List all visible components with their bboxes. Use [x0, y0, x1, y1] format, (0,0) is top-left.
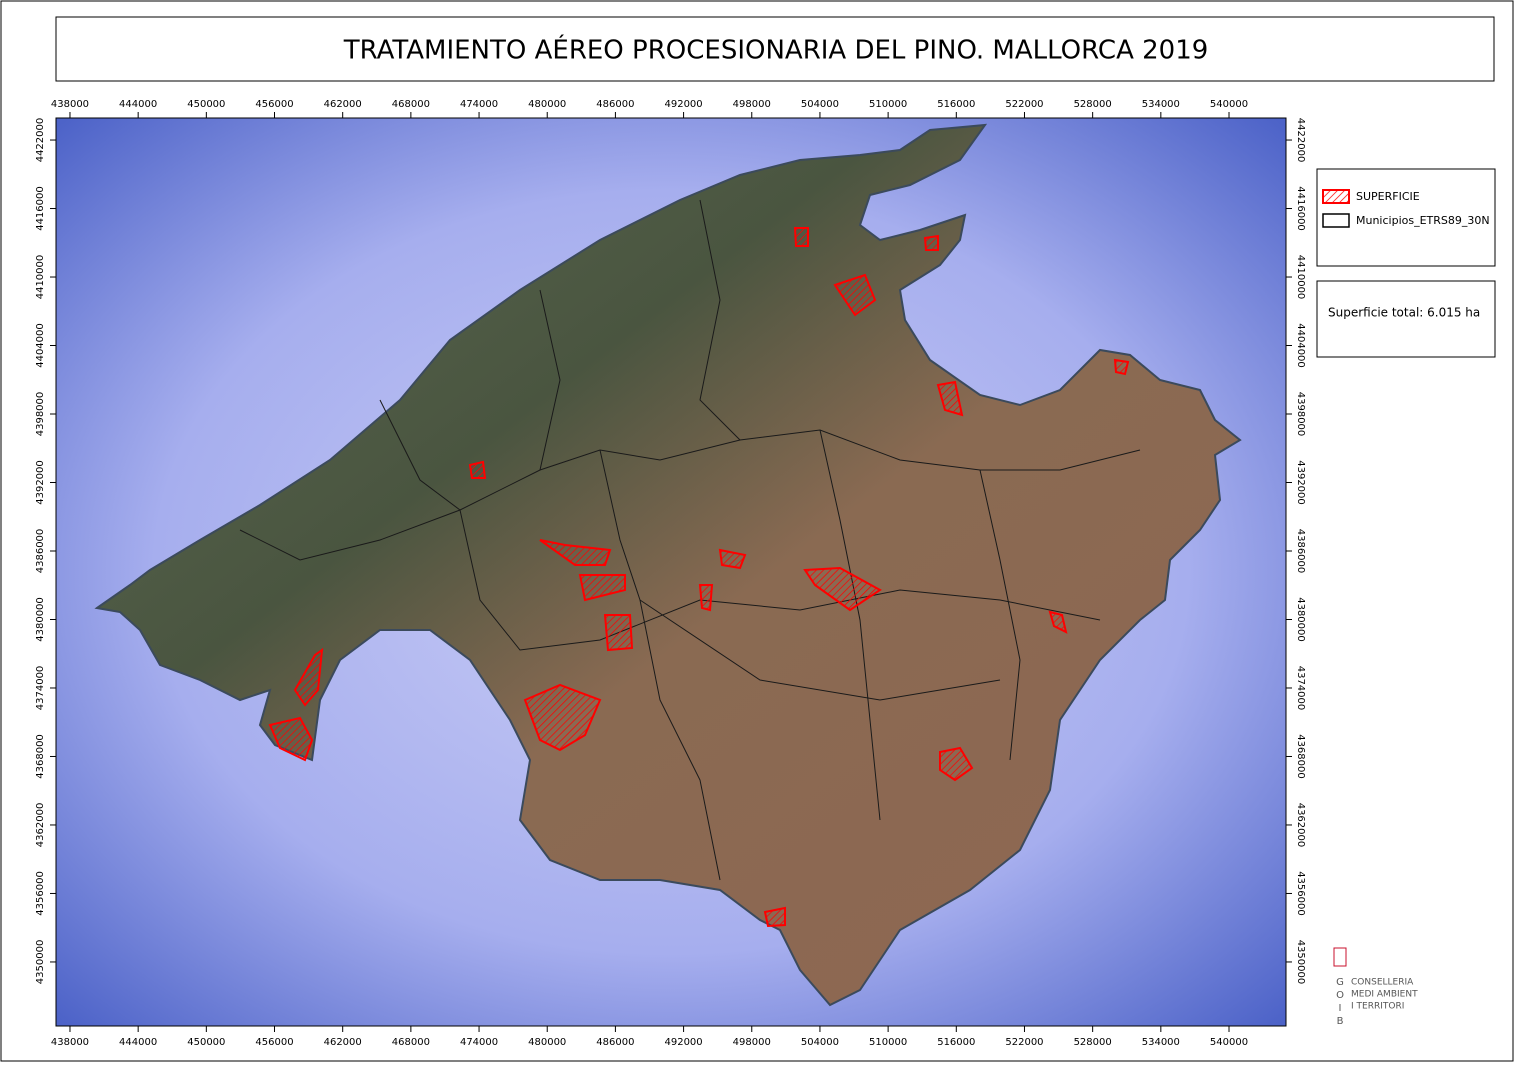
y-tick-label: 4368000: [1295, 734, 1306, 779]
x-tick-label: 540000: [1210, 99, 1248, 110]
y-tick-label: 4380000: [1295, 597, 1306, 642]
x-tick-label: 468000: [392, 99, 430, 110]
x-tick-label: 510000: [869, 99, 907, 110]
y-tick-label: 4374000: [1295, 666, 1306, 711]
x-tick-label: 480000: [528, 99, 566, 110]
y-tick-label: 4410000: [1295, 255, 1306, 300]
legend-label: SUPERFICIE: [1356, 190, 1420, 203]
y-tick-label: 4350000: [35, 940, 46, 985]
legend-swatch: [1322, 213, 1350, 228]
y-tick-label: 4386000: [35, 529, 46, 574]
x-tick-label: 492000: [664, 1037, 702, 1048]
y-tick-label: 4368000: [35, 734, 46, 779]
y-tick-label: 4422000: [1295, 118, 1306, 163]
y-tick-label: 4422000: [35, 118, 46, 163]
y-tick-label: 4350000: [1295, 940, 1306, 985]
x-tick-label: 456000: [255, 1037, 293, 1048]
y-tick-label: 4398000: [35, 392, 46, 437]
y-tick-label: 4416000: [35, 186, 46, 231]
y-tick-label: 4404000: [35, 323, 46, 368]
logo-text: I TERRITORI: [1351, 1002, 1404, 1012]
y-tick-label: 4386000: [1295, 529, 1306, 574]
x-tick-label: 516000: [937, 1037, 975, 1048]
y-tick-label: 4392000: [35, 460, 46, 505]
x-tick-label: 444000: [119, 1037, 157, 1048]
logo-text: MEDI AMBIENT: [1351, 990, 1418, 1000]
x-tick-label: 438000: [51, 99, 89, 110]
x-tick-label: 522000: [1005, 99, 1043, 110]
y-tick-label: 4404000: [1295, 323, 1306, 368]
x-tick-label: 540000: [1210, 1037, 1248, 1048]
logo-text: CONSELLERIA: [1351, 978, 1414, 988]
y-tick-label: 4398000: [1295, 392, 1306, 437]
x-tick-label: 534000: [1142, 99, 1180, 110]
logo-letter: G: [1336, 977, 1344, 988]
coordinate-ticks: 438000 438000 444000 444000 450000 450000 4560…: [35, 99, 1306, 1048]
logo: G O I B CONSELLERIA MEDI AMBIENT I TERRI…: [1333, 947, 1418, 1027]
y-tick-label: 4380000: [35, 597, 46, 642]
x-tick-label: 474000: [460, 1037, 498, 1048]
logo-mark: [1333, 947, 1347, 967]
x-tick-label: 468000: [392, 1037, 430, 1048]
title-box: [55, 16, 1495, 82]
x-tick-label: 456000: [255, 99, 293, 110]
x-tick-label: 486000: [596, 1037, 634, 1048]
x-tick-label: 462000: [324, 1037, 362, 1048]
y-tick-label: 4392000: [1295, 460, 1306, 505]
legend-swatch: [1322, 189, 1350, 204]
x-tick-label: 450000: [187, 99, 225, 110]
y-tick-label: 4356000: [35, 871, 46, 916]
y-tick-label: 4416000: [1295, 186, 1306, 231]
x-tick-label: 438000: [51, 1037, 89, 1048]
island: [94, 123, 1242, 1007]
x-tick-label: 528000: [1074, 99, 1112, 110]
treatment-areas: [268, 227, 1130, 928]
x-tick-label: 462000: [324, 99, 362, 110]
y-tick-label: 4362000: [1295, 803, 1306, 848]
logo-letter: I: [1339, 1003, 1342, 1014]
total-area: Superficie total: 6.015 ha: [1328, 306, 1480, 320]
map-frame: [55, 117, 1287, 1027]
x-tick-label: 534000: [1142, 1037, 1180, 1048]
x-tick-label: 498000: [733, 1037, 771, 1048]
municipal-borders: [239, 199, 1141, 881]
total-box: [1316, 280, 1496, 358]
x-tick-label: 510000: [869, 1037, 907, 1048]
legend-label: Municipios_ETRS89_30N: [1356, 214, 1490, 227]
x-tick-label: 444000: [119, 99, 157, 110]
x-tick-label: 474000: [460, 99, 498, 110]
x-tick-label: 480000: [528, 1037, 566, 1048]
logo-letter: B: [1337, 1016, 1344, 1027]
x-tick-label: 450000: [187, 1037, 225, 1048]
x-tick-label: 486000: [596, 99, 634, 110]
y-tick-label: 4410000: [35, 255, 46, 300]
x-tick-label: 504000: [801, 99, 839, 110]
x-tick-label: 528000: [1074, 1037, 1112, 1048]
x-tick-label: 516000: [937, 99, 975, 110]
y-tick-label: 4356000: [1295, 871, 1306, 916]
logo-letter: O: [1336, 990, 1344, 1001]
map-title: TRATAMIENTO AÉREO PROCESIONARIA DEL PINO…: [343, 34, 1209, 66]
x-tick-label: 492000: [664, 99, 702, 110]
x-tick-label: 504000: [801, 1037, 839, 1048]
y-tick-label: 4374000: [35, 666, 46, 711]
x-tick-label: 522000: [1005, 1037, 1043, 1048]
legend: SUPERFICIE Municipios_ETRS89_30N: [1316, 168, 1496, 267]
y-tick-label: 4362000: [35, 803, 46, 848]
x-tick-label: 498000: [733, 99, 771, 110]
